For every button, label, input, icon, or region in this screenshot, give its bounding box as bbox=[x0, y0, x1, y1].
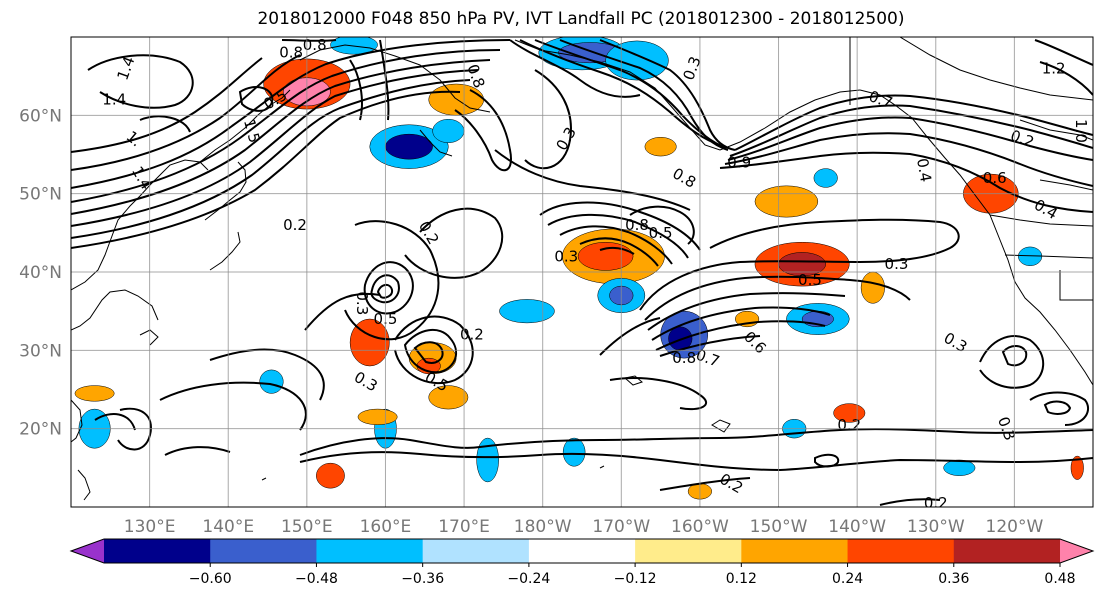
colorbar-tick-label: −0.48 bbox=[295, 571, 338, 587]
latitude-tick-label: 50°N bbox=[19, 185, 62, 205]
colorbar-segment bbox=[635, 539, 742, 563]
pc-filled-region bbox=[385, 133, 433, 160]
contour-label: 0.9 bbox=[727, 153, 751, 171]
pc-filled-region bbox=[644, 137, 677, 157]
contour-label: 1.0 bbox=[1072, 119, 1090, 143]
contour-label: 1.4 bbox=[102, 91, 126, 109]
latitude-tick-label: 20°N bbox=[19, 420, 62, 440]
pv-contours bbox=[71, 39, 1093, 506]
longitude-tick-label: 140°W bbox=[828, 517, 886, 537]
contour-label: 0.3 bbox=[554, 247, 578, 265]
pc-filled-region bbox=[349, 318, 390, 367]
pc-filled-region bbox=[316, 462, 345, 489]
pc-filled-region bbox=[476, 437, 499, 483]
pc-filled-region bbox=[860, 271, 885, 304]
contour-label: 0.4 bbox=[913, 157, 935, 184]
map-panel: 1.41.41.1.40.8 0.80.51.50.80.30.2 0.20.20.… bbox=[70, 36, 1094, 508]
longitude-tick-label: 130°W bbox=[907, 517, 965, 537]
longitude-tick-label: 140°E bbox=[202, 517, 254, 537]
contour-label: 1.5 bbox=[240, 117, 264, 145]
latitude-tick-label: 40°N bbox=[19, 263, 62, 283]
colorbar-segment bbox=[316, 539, 424, 563]
coastlines bbox=[71, 37, 1093, 501]
pc-filled-region bbox=[1070, 455, 1084, 480]
pc-filled-region bbox=[357, 408, 398, 425]
colorbar-segments bbox=[69, 538, 1095, 564]
contour-label: 0.8 bbox=[672, 349, 696, 367]
pc-filled-region bbox=[943, 459, 976, 476]
pc-filled-region bbox=[562, 437, 586, 467]
longitude-tick-label: 150°E bbox=[281, 517, 333, 537]
contour-label: 0.2 bbox=[283, 216, 307, 234]
contour-label: 0.2 bbox=[837, 416, 861, 434]
colorbar-segment bbox=[528, 539, 636, 563]
longitude-labels: 130°E 140°E 150°E 160°E 170°E 180°W 170°W 160°W… bbox=[124, 517, 1044, 537]
colorbar-segment bbox=[210, 539, 317, 563]
contour-label: 0.5 bbox=[798, 271, 822, 289]
colorbar-tick-label: 0.12 bbox=[726, 571, 757, 587]
pc-filled-region bbox=[813, 168, 838, 188]
colorbar-segment bbox=[104, 539, 211, 563]
colorbar-segment bbox=[953, 539, 1061, 563]
pc-filled-contours bbox=[74, 37, 1084, 500]
colorbar-extend-max bbox=[1060, 539, 1093, 563]
contour-label: 0.5 bbox=[649, 224, 673, 242]
colorbar-tick-label: −0.24 bbox=[507, 571, 550, 587]
colorbar-segment bbox=[741, 539, 849, 563]
latitude-tick-label: 60°N bbox=[19, 106, 62, 126]
contour-label: 0.3 bbox=[353, 291, 371, 315]
colorbar-tick-label: 0.24 bbox=[832, 571, 863, 587]
longitude-tick-label: 180°W bbox=[514, 517, 572, 537]
colorbar-tick-label: 0.36 bbox=[938, 571, 969, 587]
colorbar-outline bbox=[69, 538, 1095, 564]
colorbar-segment bbox=[422, 539, 530, 563]
graticule bbox=[71, 37, 1093, 507]
contour-label: 0.8 bbox=[279, 44, 303, 62]
contour-label: 0.8 bbox=[625, 216, 649, 234]
colorbar-tick-label: 0.48 bbox=[1044, 571, 1075, 587]
pc-filled-region bbox=[428, 385, 469, 410]
pc-filled-region bbox=[259, 369, 284, 394]
longitude-tick-label: 160°E bbox=[360, 517, 412, 537]
colorbar-tick-label: −0.36 bbox=[401, 571, 444, 587]
contour-label: 0.2 bbox=[460, 326, 484, 344]
pc-filled-region bbox=[74, 385, 115, 402]
map-title: 2018012000 F048 850 hPa PV, IVT Landfall… bbox=[257, 9, 904, 29]
pc-filled-region bbox=[754, 185, 819, 218]
contour-label: 1.2 bbox=[1042, 59, 1066, 77]
colorbar-tick-label: −0.12 bbox=[614, 571, 657, 587]
pc-filled-region bbox=[432, 119, 465, 143]
latitude-labels: 60°N 50°N 40°N 30°N 20°N bbox=[19, 106, 62, 439]
latitude-tick-label: 30°N bbox=[19, 341, 62, 361]
colorbar-extend-min bbox=[71, 539, 104, 563]
longitude-tick-label: 160°W bbox=[671, 517, 729, 537]
pc-filled-region bbox=[577, 241, 634, 271]
contour-label: 0.3 bbox=[885, 255, 909, 273]
colorbar: −0.60 −0.48 −0.36 −0.24 −0.12 0.12 0.24 0.36 0.4… bbox=[69, 538, 1095, 587]
contour-label: 0.6 bbox=[983, 169, 1007, 187]
colorbar-segment bbox=[847, 539, 955, 563]
longitude-tick-label: 120°W bbox=[986, 517, 1044, 537]
colorbar-tick-labels: −0.60 −0.48 −0.36 −0.24 −0.12 0.12 0.24 0.36 0.4… bbox=[189, 563, 1076, 587]
longitude-tick-label: 150°W bbox=[750, 517, 808, 537]
contour-label: 0.8 bbox=[303, 36, 327, 54]
longitude-tick-label: 170°W bbox=[592, 517, 650, 537]
pc-filled-region bbox=[499, 299, 555, 324]
longitude-tick-label: 170°E bbox=[438, 517, 490, 537]
longitude-tick-label: 130°E bbox=[124, 517, 176, 537]
map-frame bbox=[70, 36, 1094, 508]
colorbar-tick-label: −0.60 bbox=[189, 571, 232, 587]
